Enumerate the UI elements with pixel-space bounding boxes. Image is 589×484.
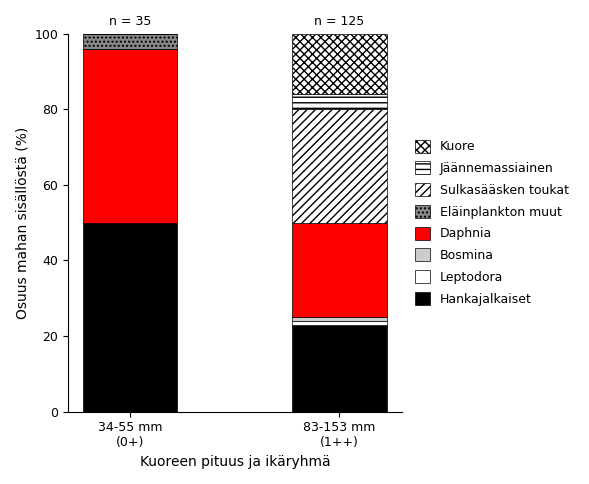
Y-axis label: Osuus mahan sisällöstä (%): Osuus mahan sisällöstä (%) [15,126,29,319]
Bar [83,33,177,49]
Bar [292,109,386,223]
Bar [83,49,177,223]
Legend: Kuore, Jäännemassiainen, Sulkasääsken toukat, Eläinplankton muut, Daphnia, Bosmi: Kuore, Jäännemassiainen, Sulkasääsken to… [411,136,573,309]
Bar [292,317,386,321]
Bar [292,94,386,109]
Bar [83,223,177,412]
Bar [292,223,386,317]
Bar [292,321,386,325]
Text: n = 35: n = 35 [109,15,151,28]
Bar [292,33,386,94]
Text: n = 125: n = 125 [315,15,365,28]
X-axis label: Kuoreen pituus ja ikäryhmä: Kuoreen pituus ja ikäryhmä [140,455,330,469]
Bar [292,325,386,412]
